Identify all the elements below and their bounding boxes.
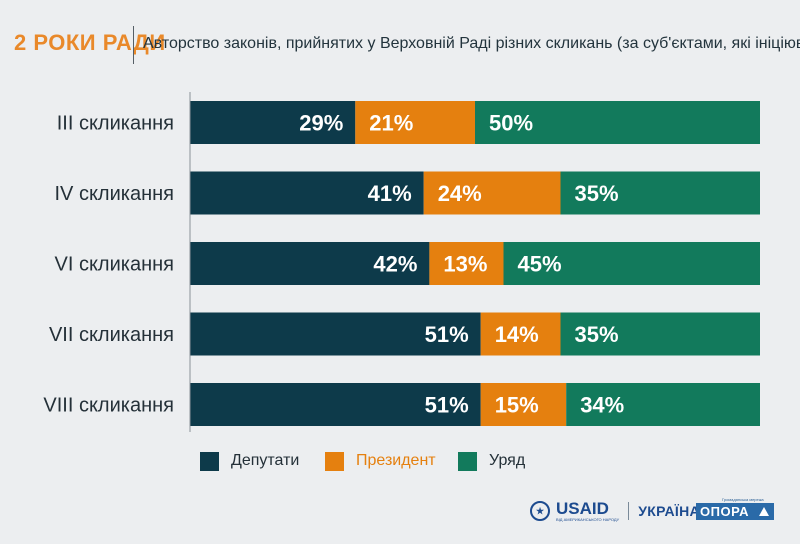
legend-label-government: Уряд <box>489 452 526 469</box>
opora-badge: ОПОРА <box>696 503 774 520</box>
bar-segment <box>190 312 481 356</box>
category-label: VI скликання <box>54 254 174 276</box>
data-label: 21% <box>369 111 413 136</box>
bar-segment <box>190 383 481 426</box>
opora-tagline: Громадянська мережа <box>722 497 764 502</box>
data-label: 45% <box>518 252 562 277</box>
legend-swatch-deputies <box>200 451 219 471</box>
legend-swatch-government <box>458 451 477 471</box>
opora-logo: Громадянська мережа ОПОРА <box>696 497 776 521</box>
bar-segment <box>560 171 760 215</box>
data-label: 50% <box>489 111 533 136</box>
data-label: 29% <box>299 111 343 136</box>
header-divider <box>133 26 134 64</box>
legend-label-president: Президент <box>356 452 436 469</box>
bar-segment <box>560 312 760 356</box>
legend-item-government: Уряд <box>458 451 525 471</box>
category-label: III скликання <box>57 113 174 135</box>
stacked-bar-chart: III скликання 29% 21% 50% IV скликання 41% 24%… <box>43 92 760 432</box>
data-label: 34% <box>580 393 624 418</box>
category-label: VIII скликання <box>43 395 174 417</box>
usaid-divider <box>628 502 630 520</box>
bar-segment <box>190 171 424 215</box>
bar-segment <box>503 242 760 285</box>
bar-segment <box>480 312 561 356</box>
opora-wordmark: ОПОРА <box>700 504 749 519</box>
bar-segment <box>355 101 475 144</box>
data-label: 15% <box>495 393 539 418</box>
legend-item-deputies: Депутати <box>200 451 299 471</box>
data-label: 24% <box>438 181 482 206</box>
usaid-country: УКРАЇНА <box>638 503 700 519</box>
data-label: 51% <box>425 393 469 418</box>
usaid-logo: ★ USAID ВІД АМЕРИКАНСЬКОГО НАРОДУ УКРАЇН… <box>530 498 700 524</box>
data-label: 41% <box>368 181 412 206</box>
usaid-wordmark: USAID <box>556 499 609 518</box>
usaid-tagline: ВІД АМЕРИКАНСЬКОГО НАРОДУ <box>556 517 620 522</box>
brand-label: 2 РОКИ РАДИ <box>14 30 166 55</box>
data-label: 13% <box>443 252 487 277</box>
bar-segment <box>190 101 356 144</box>
data-label: 14% <box>495 322 539 347</box>
legend-item-president: Президент <box>325 451 436 471</box>
data-label: 51% <box>425 322 469 347</box>
bar-segment <box>480 383 567 426</box>
legend-swatch-president <box>325 451 344 471</box>
data-label: 35% <box>575 181 619 206</box>
category-label: IV скликання <box>54 183 174 205</box>
category-label: VII скликання <box>49 324 174 346</box>
usaid-seal-icon: ★ <box>530 501 550 521</box>
bar-segment <box>429 242 504 285</box>
legend-label-deputies: Депутати <box>231 452 300 469</box>
data-label: 42% <box>373 252 417 277</box>
bar-segment <box>190 242 430 285</box>
opora-triangle-icon <box>759 507 769 516</box>
bar-segment <box>475 101 760 144</box>
data-label: 35% <box>575 322 619 347</box>
chart-title: Авторство законів, прийнятих у Верховній… <box>143 35 800 52</box>
bar-segment <box>566 383 760 426</box>
bar-segment <box>423 171 561 215</box>
